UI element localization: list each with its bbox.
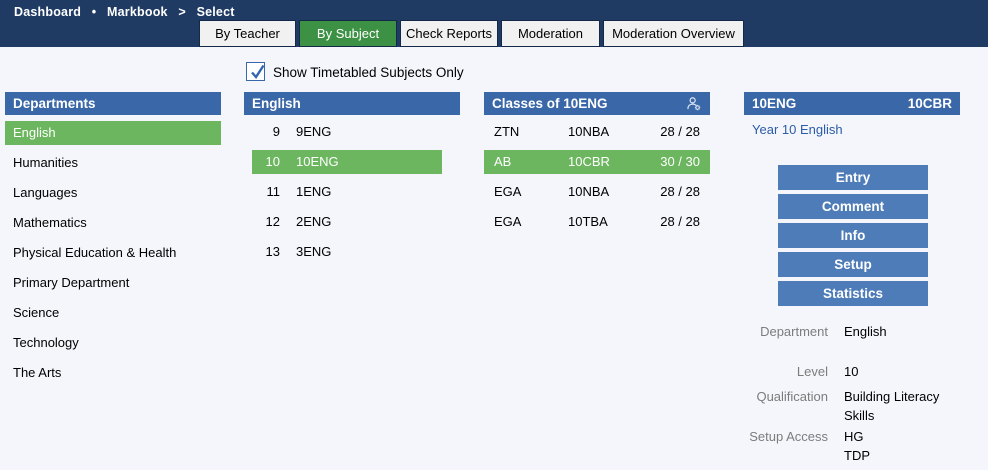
subject-row-3eng[interactable]: 13 3ENG — [252, 240, 442, 264]
user-settings-icon[interactable] — [685, 95, 702, 112]
field-label: Setup Access — [749, 429, 828, 444]
class-roll-count: 28 / 28 — [660, 214, 700, 229]
department-item-english[interactable]: English — [5, 121, 221, 145]
breadcrumb-separator: • — [91, 5, 97, 19]
class-roll-count: 28 / 28 — [660, 184, 700, 199]
class-roll-count: 30 / 30 — [660, 154, 700, 169]
subject-level: 10 — [265, 154, 280, 169]
tab-moderation[interactable]: Moderation — [501, 20, 600, 47]
detail-class-code: 10CBR — [907, 96, 952, 111]
class-roll-count: 28 / 28 — [660, 124, 700, 139]
class-code: 10NBA — [568, 124, 610, 139]
breadcrumb-select: Select — [196, 5, 235, 19]
department-item-mathematics[interactable]: Mathematics — [13, 215, 87, 230]
breadcrumb: Dashboard • Markbook > Select — [14, 5, 235, 19]
class-row-ztn-10nba[interactable]: ZTN 10NBA 28 / 28 — [484, 120, 710, 144]
subject-level: 9 — [272, 124, 280, 139]
subject-row-1eng[interactable]: 11 1ENG — [252, 180, 442, 204]
field-value: HG — [844, 429, 864, 444]
class-teacher-code: EGA — [494, 214, 522, 229]
field-value: Building Literacy Skills — [844, 389, 940, 423]
department-item-humanities[interactable]: Humanities — [13, 155, 79, 170]
tab-bar: By Teacher By Subject Check Reports Mode… — [199, 20, 744, 47]
detail-panel-header: 10ENG 10CBR — [744, 92, 960, 115]
tab-by-subject[interactable]: By Subject — [299, 20, 397, 47]
field-label: Qualification — [756, 389, 828, 404]
detail-subtitle: Year 10 English — [752, 122, 843, 137]
classes-panel: Classes of 10ENG — [484, 92, 710, 240]
field-value: English — [844, 324, 887, 339]
departments-panel-header: Departments — [5, 92, 221, 115]
subject-code: 2ENG — [296, 214, 332, 229]
departments-panel: Departments English Humanities Languages… — [5, 92, 221, 385]
subject-row-2eng[interactable]: 12 2ENG — [252, 210, 442, 234]
subject-level: 13 — [265, 244, 280, 259]
tab-by-teacher[interactable]: By Teacher — [199, 20, 296, 47]
breadcrumb-dashboard[interactable]: Dashboard — [14, 5, 82, 19]
timetabled-subjects-checkbox[interactable] — [246, 62, 265, 81]
detail-subject-code: 10ENG — [752, 96, 797, 111]
subject-code: 1ENG — [296, 184, 332, 199]
subjects-list: 9 9ENG 10 10ENG 11 1ENG 12 2ENG 13 3ENG — [244, 120, 460, 264]
subject-level: 11 — [266, 184, 281, 199]
classes-list: ZTN 10NBA 28 / 28 AB 10CBR 30 / 30 EGA 1… — [484, 120, 710, 234]
subjects-panel-header: English — [244, 92, 460, 115]
comment-button[interactable]: Comment — [778, 194, 928, 219]
department-item-pe-health[interactable]: Physical Education & Health — [13, 245, 177, 260]
subject-row-10eng[interactable]: 10 10ENG — [252, 150, 442, 174]
field-level: Level 10 — [744, 362, 960, 381]
field-label: Department — [760, 324, 828, 339]
topbar: Dashboard • Markbook > Select By Teacher… — [0, 0, 988, 47]
department-item-primary[interactable]: Primary Department — [13, 275, 130, 290]
class-detail-panel: 10ENG 10CBR Year 10 English Entry Commen… — [744, 92, 960, 470]
field-value: TDP — [844, 448, 870, 463]
setup-button[interactable]: Setup — [778, 252, 928, 277]
department-item-languages[interactable]: Languages — [13, 185, 78, 200]
subject-code: 9ENG — [296, 124, 332, 139]
class-code: 10CBR — [568, 154, 610, 169]
field-department: Department English — [744, 322, 960, 341]
subject-code: 3ENG — [296, 244, 332, 259]
department-item-the-arts[interactable]: The Arts — [13, 365, 62, 380]
entry-button[interactable]: Entry — [778, 165, 928, 190]
breadcrumb-separator: > — [178, 5, 186, 19]
class-row-ega-10tba[interactable]: EGA 10TBA 28 / 28 — [484, 210, 710, 234]
class-code: 10NBA — [568, 184, 610, 199]
action-buttons: Entry Comment Info Setup Statistics — [778, 165, 928, 310]
statistics-button[interactable]: Statistics — [778, 281, 928, 306]
class-row-ab-10cbr[interactable]: AB 10CBR 30 / 30 — [484, 150, 710, 174]
subject-row-9eng[interactable]: 9 9ENG — [252, 120, 442, 144]
classes-panel-header: Classes of 10ENG — [484, 92, 710, 115]
department-item-technology[interactable]: Technology — [13, 335, 79, 350]
class-code: 10TBA — [568, 214, 608, 229]
checkmark-icon — [251, 64, 265, 79]
field-value: 10 — [844, 364, 859, 379]
class-teacher-code: EGA — [494, 184, 522, 199]
class-teacher-code: AB — [494, 154, 512, 169]
breadcrumb-markbook[interactable]: Markbook — [107, 5, 168, 19]
department-item-science[interactable]: Science — [13, 305, 60, 320]
info-button[interactable]: Info — [778, 223, 928, 248]
field-qualification: Qualification Building Literacy Skills — [744, 387, 960, 425]
field-setup-access: Setup Access HG TDP — [744, 427, 960, 465]
field-label: Level — [796, 364, 828, 379]
class-row-ega-10nba[interactable]: EGA 10NBA 28 / 28 — [484, 180, 710, 204]
tab-moderation-overview[interactable]: Moderation Overview — [603, 20, 744, 47]
classes-panel-title: Classes of 10ENG — [492, 96, 608, 111]
tab-check-reports[interactable]: Check Reports — [400, 20, 498, 47]
subjects-panel: English 9 9ENG 10 10ENG 11 1ENG 12 2ENG … — [244, 92, 460, 270]
timetabled-subjects-label[interactable]: Show Timetabled Subjects Only — [273, 65, 464, 80]
subject-code: 10ENG — [296, 154, 339, 169]
subject-level: 12 — [265, 214, 280, 229]
class-teacher-code: ZTN — [494, 124, 520, 139]
